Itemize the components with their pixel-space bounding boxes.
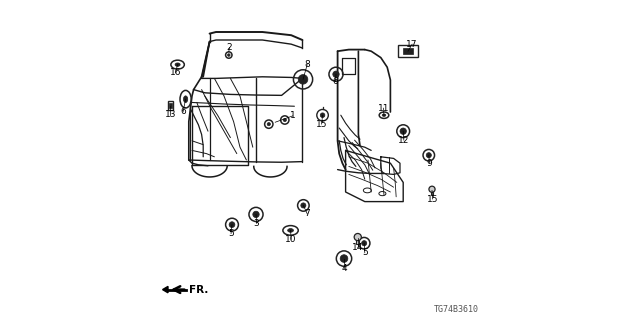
Bar	[403, 48, 413, 54]
Text: 16: 16	[170, 68, 181, 77]
Text: FR.: FR.	[189, 284, 208, 295]
Circle shape	[340, 255, 348, 262]
Text: 3: 3	[254, 219, 259, 228]
Text: 5: 5	[228, 229, 234, 238]
Text: 12: 12	[398, 136, 410, 145]
Text: 15: 15	[316, 120, 327, 129]
Circle shape	[298, 75, 308, 84]
Circle shape	[320, 113, 325, 117]
Bar	[169, 103, 172, 108]
Text: 17: 17	[406, 40, 418, 49]
Bar	[168, 101, 173, 110]
Text: 8: 8	[305, 60, 310, 69]
Text: 11: 11	[378, 104, 389, 113]
Bar	[398, 45, 417, 57]
Text: 15: 15	[427, 195, 438, 204]
Text: 6: 6	[180, 108, 186, 116]
Text: 4: 4	[341, 264, 347, 273]
Ellipse shape	[175, 63, 180, 66]
Circle shape	[333, 71, 339, 77]
Circle shape	[229, 222, 235, 228]
Text: 14: 14	[352, 243, 364, 252]
Circle shape	[429, 186, 435, 192]
Circle shape	[301, 203, 306, 208]
Circle shape	[362, 241, 367, 246]
Text: 9: 9	[427, 159, 432, 168]
Circle shape	[268, 123, 271, 126]
Ellipse shape	[382, 114, 386, 116]
Bar	[356, 238, 359, 244]
Ellipse shape	[287, 228, 294, 232]
Ellipse shape	[184, 96, 188, 102]
Bar	[431, 190, 433, 195]
Polygon shape	[163, 286, 168, 293]
Circle shape	[400, 128, 406, 134]
Circle shape	[426, 153, 431, 158]
Text: 7: 7	[305, 209, 310, 218]
Text: 2: 2	[227, 43, 232, 52]
Text: TG74B3610: TG74B3610	[433, 305, 479, 314]
Text: 10: 10	[285, 235, 297, 244]
Circle shape	[354, 234, 362, 241]
Circle shape	[228, 54, 230, 56]
Text: 13: 13	[164, 110, 176, 119]
Text: 1: 1	[290, 111, 296, 120]
Text: 5: 5	[362, 248, 367, 257]
Circle shape	[253, 211, 259, 218]
Circle shape	[283, 118, 287, 122]
Text: 6: 6	[333, 77, 338, 86]
